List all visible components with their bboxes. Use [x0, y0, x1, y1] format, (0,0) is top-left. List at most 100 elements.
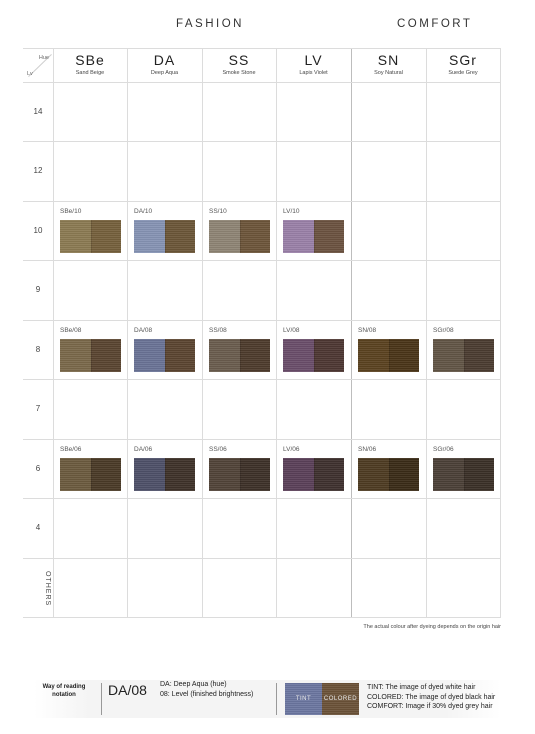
swatch-tint [283, 339, 314, 372]
swatch-tint [433, 339, 464, 372]
column-header-ss: SS Smoke Stone [202, 49, 276, 82]
swatch-label: SN/08 [358, 327, 377, 334]
swatch-colored [164, 458, 195, 491]
swatch-colored [239, 220, 270, 253]
swatch-tint [209, 339, 240, 372]
swatch-colored [90, 220, 121, 253]
swatch-sbe-10 [60, 220, 121, 253]
level-label-10: 10 [33, 226, 43, 235]
swatch-sbe-06 [60, 458, 121, 491]
grid-line [23, 617, 501, 618]
swatch-tint [134, 339, 165, 372]
swatch-label: SBe/10 [60, 208, 82, 215]
legend-divider [276, 683, 277, 715]
swatch-label: SN/06 [358, 446, 377, 453]
swatch-tint [283, 458, 314, 491]
legend-example-code: DA/08 [108, 682, 147, 698]
swatch-tint [209, 458, 240, 491]
swatch-tint [134, 458, 165, 491]
swatch-colored [313, 339, 344, 372]
legend-tint-line: TINT: The image of dyed white hair [367, 684, 476, 691]
swatch-colored [90, 458, 121, 491]
swatch-da-06 [134, 458, 195, 491]
column-code: SBe [75, 52, 105, 68]
grid-line [23, 439, 501, 440]
column-code: LV [304, 52, 323, 68]
column-header-sn: SN Soy Natural [351, 49, 426, 82]
swatch-sgr-08 [433, 339, 494, 372]
column-code: SN [377, 52, 400, 68]
fashion-heading: FASHION [176, 18, 244, 30]
swatch-tint [60, 458, 91, 491]
swatch-label: SGr/06 [433, 446, 454, 453]
legend-comfort-line: COMFORT: Image if 30% dyed grey hair [367, 703, 493, 710]
level-label-14: 14 [33, 107, 43, 116]
column-name: Suede Grey [448, 70, 478, 76]
swatch-colored [313, 458, 344, 491]
grid-line [276, 49, 277, 618]
grid-line [23, 141, 501, 142]
column-name: Smoke Stone [222, 70, 256, 76]
swatch-colored [388, 458, 419, 491]
grid-line [23, 379, 501, 380]
disclaimer-note: The actual colour after dyeing depends o… [363, 624, 501, 630]
column-code: SGr [449, 52, 477, 68]
legend-tint-swatch: TINT [285, 683, 322, 715]
swatch-label: DA/06 [134, 446, 153, 453]
swatch-tint [209, 220, 240, 253]
swatch-da-08 [134, 339, 195, 372]
level-label-12: 12 [33, 166, 43, 175]
swatch-label: SS/10 [209, 208, 227, 215]
grid-line [23, 320, 501, 321]
column-name: Soy Natural [374, 70, 403, 76]
column-header-sbe: SBe Sand Beige [53, 49, 127, 82]
level-axis-label: Lv [27, 71, 33, 77]
legend-hue-description: DA: Deep Aqua (hue) [160, 681, 227, 688]
swatch-sn-06 [358, 458, 419, 491]
color-chart-grid: Hue Lv SBe Sand Beige DA Deep Aqua SS Sm… [23, 48, 501, 618]
legend-colored-swatch: COLORED [322, 683, 359, 715]
column-header-lv: LV Lapis Violet [276, 49, 351, 82]
swatch-da-10 [134, 220, 195, 253]
grid-line [23, 201, 501, 202]
legend-divider [101, 683, 102, 715]
column-name: Lapis Violet [299, 70, 328, 76]
swatch-tint [283, 220, 314, 253]
swatch-colored [164, 339, 195, 372]
grid-line [500, 49, 501, 618]
swatch-colored [388, 339, 419, 372]
level-label-4: 4 [35, 523, 41, 532]
swatch-colored [90, 339, 121, 372]
swatch-ss-10 [209, 220, 270, 253]
swatch-label: LV/06 [283, 446, 300, 453]
swatch-colored [463, 339, 494, 372]
swatch-sgr-06 [433, 458, 494, 491]
column-code: DA [153, 52, 176, 68]
legend-colored-line: COLORED: The image of dyed black hair [367, 693, 496, 701]
swatch-tint [358, 339, 389, 372]
swatch-label: LV/10 [283, 208, 300, 215]
swatch-tint [433, 458, 464, 491]
hue-axis-label: Hue [38, 55, 49, 61]
swatch-tint [134, 220, 165, 253]
grid-line [202, 49, 203, 618]
column-code: SS [228, 52, 250, 68]
legend-level-description: 08: Level (finished brightness) [160, 691, 254, 698]
grid-line [23, 498, 501, 499]
level-label-6: 6 [35, 464, 41, 473]
swatch-sn-08 [358, 339, 419, 372]
legend-title: Way of reading notation [42, 684, 86, 698]
swatch-label: SBe/06 [60, 446, 82, 453]
grid-line [23, 82, 501, 83]
corner-cell: Hue Lv [23, 49, 53, 82]
grid-line [23, 558, 501, 559]
column-name: Sand Beige [75, 70, 105, 76]
swatch-tint [358, 458, 389, 491]
swatch-lv-08 [283, 339, 344, 372]
grid-line [53, 49, 54, 618]
notation-legend [34, 680, 501, 718]
grid-line [127, 49, 128, 618]
swatch-lv-06 [283, 458, 344, 491]
grid-line [23, 260, 501, 261]
level-label-others: OTHERS [44, 571, 51, 607]
